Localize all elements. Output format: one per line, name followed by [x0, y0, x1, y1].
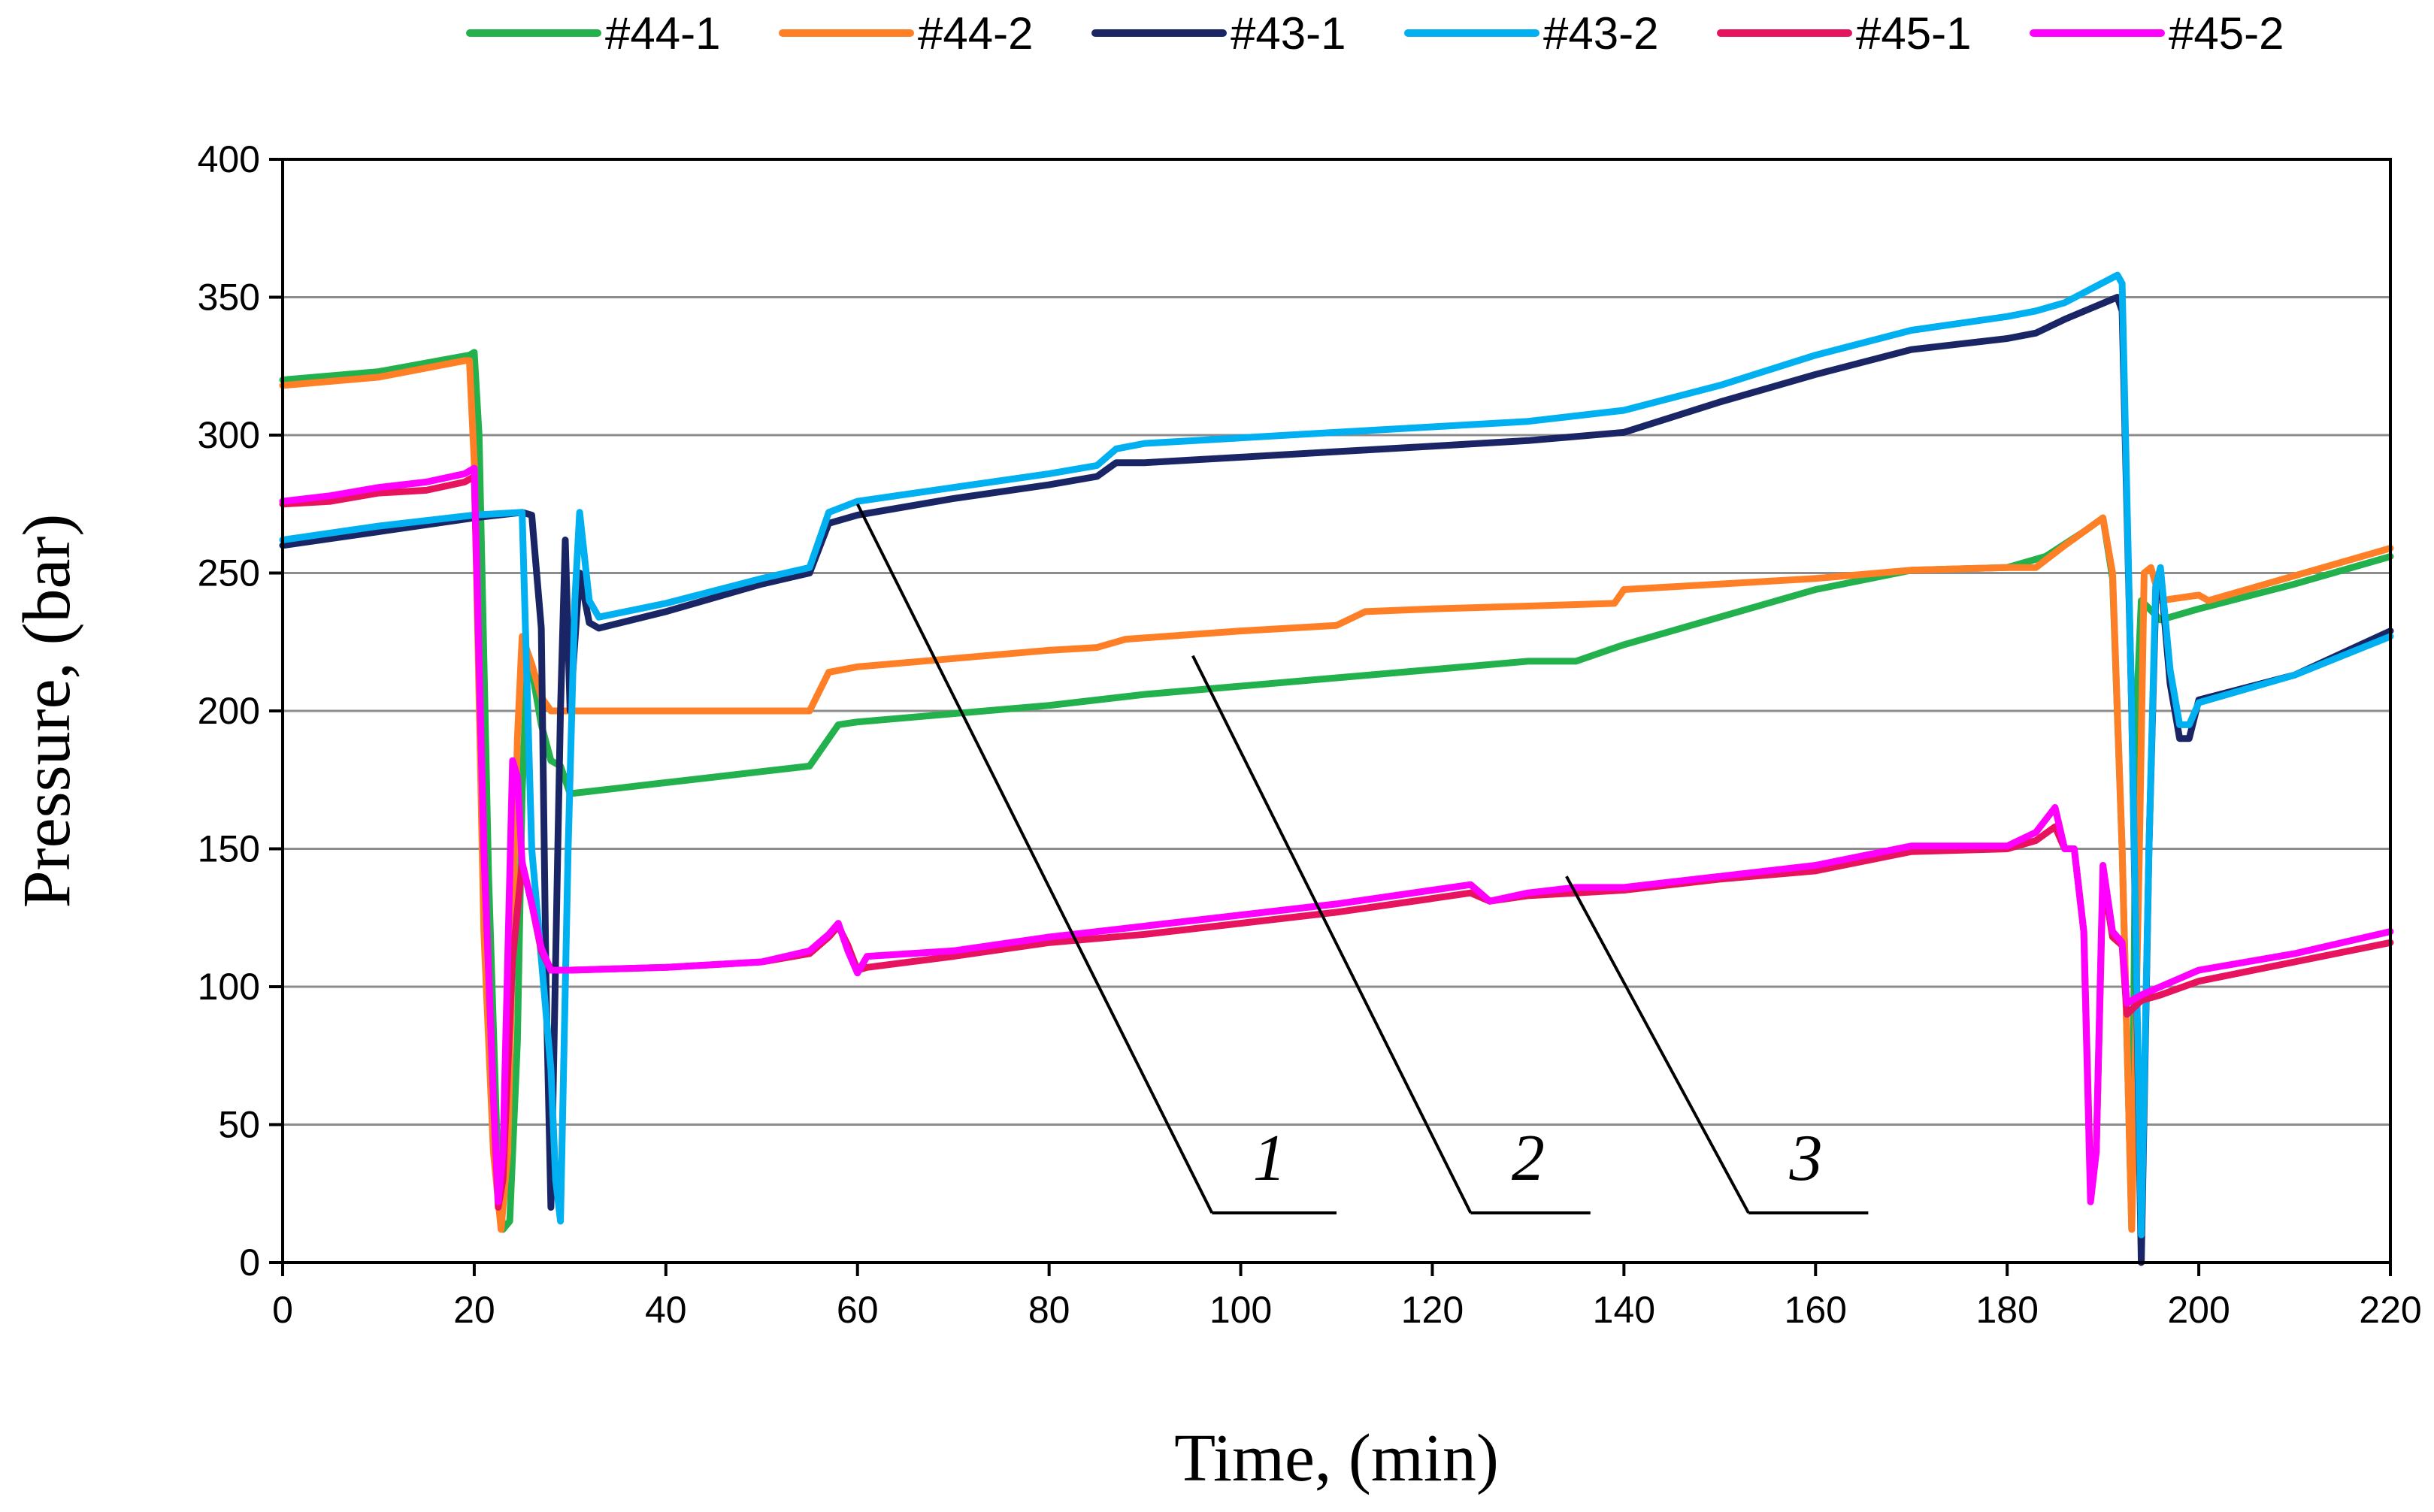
x-tick-label: 40: [645, 1289, 687, 1331]
y-tick-label: 200: [198, 690, 260, 732]
legend-label: #44-1: [605, 8, 720, 59]
legend-item: #44-2: [779, 8, 1033, 59]
annotation-leader: [1191, 655, 1473, 1214]
annotation-label: 3: [1789, 1122, 1823, 1195]
x-tick-label: 0: [272, 1289, 293, 1331]
annotation-3: 3: [1565, 875, 1869, 1214]
legend: #44-1 #44-2 #43-1 #43-2 #45-1 #45-2: [466, 8, 2284, 59]
y-axis-ticks: 0 50 100 150 200 250 300 350 400: [198, 138, 283, 1284]
x-tick-label: 60: [837, 1289, 879, 1331]
annotation-label: 1: [1253, 1122, 1286, 1195]
y-tick-label: 0: [239, 1241, 260, 1284]
y-tick-label: 50: [218, 1104, 260, 1146]
x-tick-label: 180: [1975, 1289, 2038, 1331]
annotation-1: 1: [855, 503, 1337, 1214]
legend-label: #44-2: [918, 8, 1033, 59]
series-layer: [279, 271, 2394, 1266]
legend-label: #43-2: [1543, 8, 1658, 59]
x-tick-label: 200: [2167, 1289, 2230, 1331]
legend-label: #45-2: [2169, 8, 2284, 59]
x-axis-ticks: 0 20 40 60 80 100 120 140 160 180 200 220: [272, 1263, 2422, 1331]
y-tick-label: 250: [198, 552, 260, 594]
y-axis-title: Pressure, (bar): [10, 514, 84, 909]
y-tick-label: 300: [198, 414, 260, 456]
legend-label: #43-1: [1231, 8, 1346, 59]
x-tick-label: 160: [1785, 1289, 1847, 1331]
y-tick-label: 100: [198, 966, 260, 1008]
annotation-leader: [855, 503, 1214, 1214]
legend-item: #45-2: [2030, 8, 2284, 59]
series-line: [279, 357, 2394, 1233]
annotations: 1 2 3: [855, 503, 1869, 1214]
annotation-label: 2: [1512, 1122, 1545, 1195]
x-tick-label: 140: [1593, 1289, 1655, 1331]
x-axis-title: Time, (min): [1174, 1421, 1499, 1495]
legend-label: #45-1: [1856, 8, 1971, 59]
y-tick-label: 150: [198, 828, 260, 870]
legend-item: #45-1: [1717, 8, 1971, 59]
x-tick-label: 20: [453, 1289, 495, 1331]
series-line: [279, 464, 2394, 1205]
series-44-2: [279, 357, 2394, 1233]
legend-item: #44-1: [466, 8, 720, 59]
x-tick-label: 220: [2359, 1289, 2421, 1331]
y-tick-label: 350: [198, 277, 260, 319]
legend-item: #43-2: [1404, 8, 1658, 59]
annotation-2: 2: [1191, 655, 1591, 1214]
legend-item: #43-1: [1091, 8, 1346, 59]
x-tick-label: 80: [1028, 1289, 1070, 1331]
y-tick-label: 400: [198, 138, 260, 180]
series-45-2: [279, 464, 2394, 1205]
annotation-leader: [1565, 875, 1750, 1214]
x-tick-label: 120: [1401, 1289, 1464, 1331]
x-tick-label: 100: [1209, 1289, 1272, 1331]
